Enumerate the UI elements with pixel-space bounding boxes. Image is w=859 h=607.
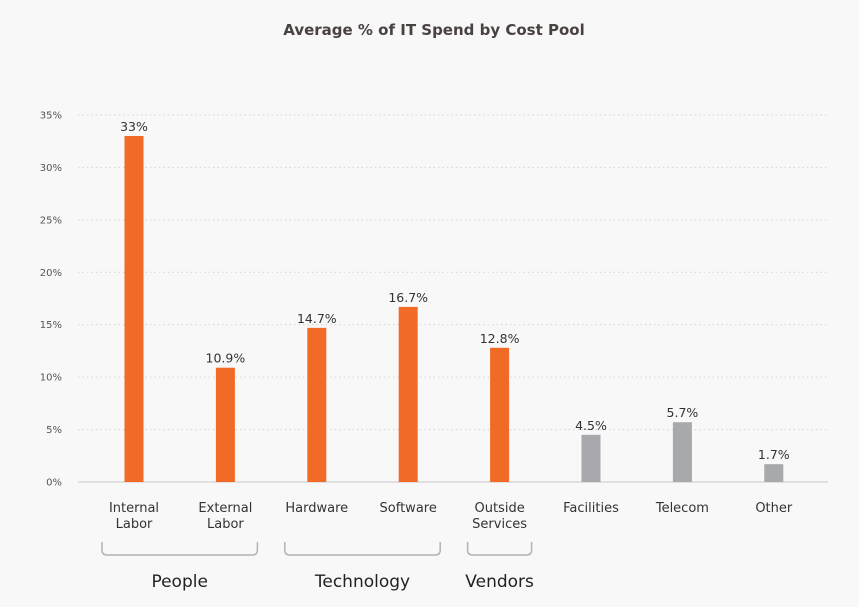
bar <box>581 434 601 482</box>
bar <box>307 327 327 482</box>
y-tick-label: 15% <box>40 320 62 331</box>
data-label: 5.7% <box>667 405 699 420</box>
data-label: 10.9% <box>206 351 246 366</box>
category-groups: People Technology Vendors <box>101 542 534 592</box>
y-tick-label: 25% <box>40 215 62 226</box>
data-label: 33% <box>120 119 148 134</box>
category-label: Software <box>380 501 437 516</box>
y-axis-ticks: 0% 5% 10% 15% 20% 25% 30% 35% <box>40 111 62 489</box>
y-tick-label: 20% <box>40 268 62 279</box>
bars <box>124 135 784 482</box>
y-tick-label: 5% <box>46 425 62 436</box>
y-tick-label: 30% <box>40 163 62 174</box>
bar <box>764 464 784 482</box>
bar <box>124 135 144 482</box>
group-bracket <box>284 542 441 556</box>
category-label: Other <box>755 501 793 516</box>
data-label: 16.7% <box>388 290 428 305</box>
group-label: Vendors <box>465 572 534 592</box>
category-label: Labor <box>207 517 244 532</box>
category-label: Facilities <box>563 501 619 516</box>
bar <box>215 367 235 482</box>
category-label: Outside <box>474 501 524 516</box>
group-bracket <box>101 542 259 556</box>
y-tick-label: 10% <box>40 373 62 384</box>
data-label: 12.8% <box>480 331 520 346</box>
category-label: Labor <box>116 517 153 532</box>
gridlines <box>78 114 828 483</box>
category-label: Telecom <box>655 501 709 516</box>
data-label: 1.7% <box>758 447 790 462</box>
bar <box>490 347 510 482</box>
bar <box>672 422 692 482</box>
category-label: Hardware <box>285 501 348 516</box>
group-bracket <box>466 542 533 556</box>
group-label: People <box>151 572 207 592</box>
category-label: External <box>198 501 252 516</box>
data-labels: 33% 10.9% 14.7% 16.7% 12.8% 4.5% 5.7% 1.7% <box>120 119 790 462</box>
category-label: Services <box>472 517 527 532</box>
y-tick-label: 35% <box>40 111 62 122</box>
group-label: Technology <box>314 572 410 592</box>
data-label: 14.7% <box>297 311 337 326</box>
y-tick-label: 0% <box>46 478 62 489</box>
category-label: Internal <box>109 501 159 516</box>
chart-title: Average % of IT Spend by Cost Pool <box>283 21 585 39</box>
bar <box>398 306 418 482</box>
data-label: 4.5% <box>575 418 607 433</box>
